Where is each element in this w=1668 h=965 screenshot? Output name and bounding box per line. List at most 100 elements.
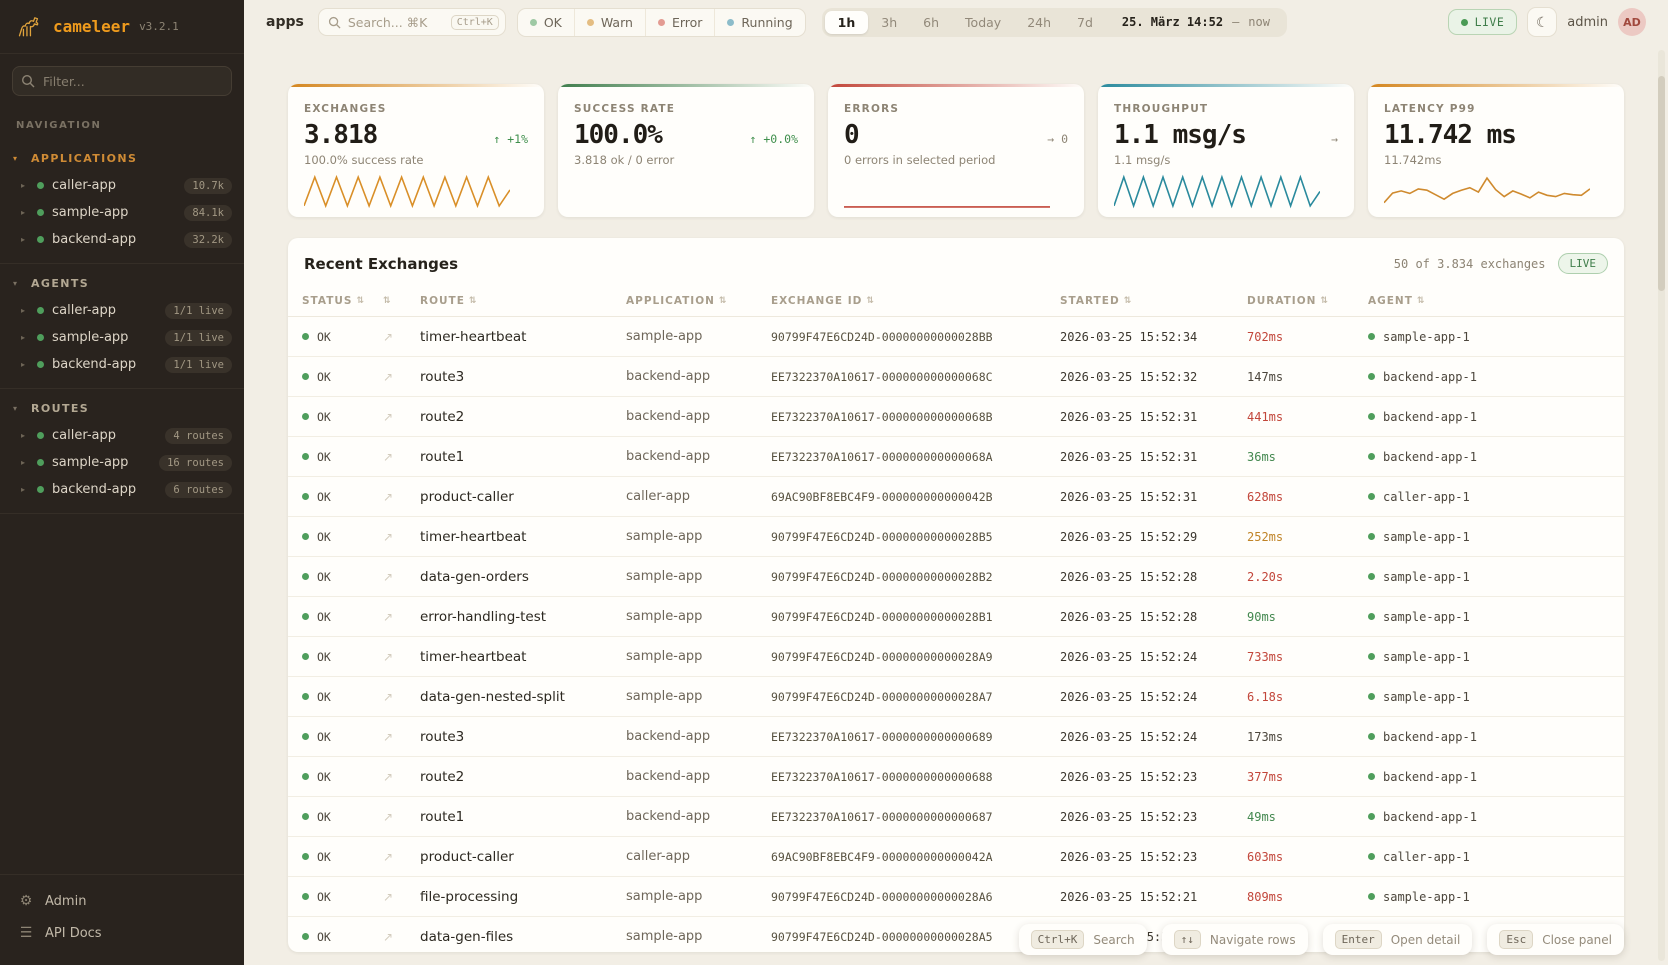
column-header-duration[interactable]: DURATION ⇅ [1247, 295, 1368, 307]
table-row[interactable]: OK ↗ route2 backend-app EE7322370A10617-0000… [288, 397, 1624, 437]
sidebar-item-badge: 1/1 live [165, 356, 232, 373]
section-header-routes[interactable]: ▾ ROUTES [0, 395, 244, 422]
open-trace-icon[interactable]: ↗ [383, 369, 394, 384]
column-header-exchange-id[interactable]: EXCHANGE ID ⇅ [771, 295, 1060, 307]
open-trace-icon[interactable]: ↗ [383, 449, 394, 464]
time-range-7d[interactable]: 7d [1077, 14, 1093, 30]
duration-cell: 36ms [1247, 449, 1276, 464]
route-cell: error-handling-test [420, 608, 547, 625]
table-row[interactable]: OK ↗ timer-heartbeat sample-app 90799F47E6CD… [288, 317, 1624, 357]
open-trace-icon[interactable]: ↗ [383, 929, 394, 944]
application-cell: sample-app [626, 609, 703, 624]
table-row[interactable]: OK ↗ timer-heartbeat sample-app 90799F47E6CD… [288, 517, 1624, 557]
application-cell: backend-app [626, 729, 711, 744]
open-trace-icon[interactable]: ↗ [383, 529, 394, 544]
table-row[interactable]: OK ↗ data-gen-orders sample-app 90799F47E6CD… [288, 557, 1624, 597]
open-trace-icon[interactable]: ↗ [383, 889, 394, 904]
status-cell: OK [302, 690, 383, 704]
status-cell: OK [302, 410, 383, 424]
scrollbar-thumb[interactable] [1658, 76, 1665, 291]
table-row[interactable]: OK ↗ error-handling-test sample-app 90799F47… [288, 597, 1624, 637]
kpi-accent-bar [558, 84, 814, 87]
sidebar-item-routes-sample-app[interactable]: ▸ sample-app 16 routes [0, 449, 244, 476]
table-row[interactable]: OK ↗ file-processing sample-app 90799F47E6CD… [288, 877, 1624, 917]
table-row[interactable]: OK ↗ route2 backend-app EE7322370A10617-0000… [288, 757, 1624, 797]
time-range-1h[interactable]: 1h [824, 10, 869, 34]
section-header-agents[interactable]: ▾ AGENTS [0, 270, 244, 297]
sidebar-item-agents-sample-app[interactable]: ▸ sample-app 1/1 live [0, 324, 244, 351]
avatar[interactable]: AD [1618, 8, 1646, 36]
sidebar-filter-input[interactable] [12, 66, 232, 96]
status-dot-icon [37, 307, 44, 314]
kpi-subtitle: 11.742ms [1384, 153, 1442, 167]
open-trace-icon[interactable]: ↗ [383, 609, 394, 624]
open-trace-icon[interactable]: ↗ [383, 649, 394, 664]
topbar: apps Search... ⌘K Ctrl+K OK Warn Error Runn… [244, 0, 1668, 44]
sidebar-item-routes-backend-app[interactable]: ▸ backend-app 6 routes [0, 476, 244, 503]
open-trace-icon[interactable]: ↗ [383, 489, 394, 504]
sidebar-item-applications-backend-app[interactable]: ▸ backend-app 32.2k [0, 226, 244, 253]
exchange-id-cell: 90799F47E6CD24D-00000000000028A9 [771, 649, 993, 664]
footer-item-admin[interactable]: ⚙ Admin [0, 885, 244, 917]
content: EXCHANGES 3.818 ↑ +1% 100.0% success rate SU… [244, 44, 1668, 965]
status-text: OK [317, 849, 331, 864]
open-trace-icon[interactable]: ↗ [383, 689, 394, 704]
column-header-agent[interactable]: AGENT ⇅ [1368, 295, 1624, 307]
route-cell: timer-heartbeat [420, 648, 527, 665]
section-header-applications[interactable]: ▾ APPLICATIONS [0, 145, 244, 172]
kpi-value: 11.742 ms [1384, 120, 1517, 150]
status-filter-warn[interactable]: Warn [575, 8, 646, 36]
open-trace-icon[interactable]: ↗ [383, 769, 394, 784]
status-dot-icon [727, 18, 735, 26]
global-search-input[interactable]: Search... ⌘K Ctrl+K [317, 8, 506, 36]
column-header-application[interactable]: APPLICATION ⇅ [626, 295, 771, 307]
column-header-route[interactable]: ROUTE ⇅ [420, 295, 626, 307]
status-cell: OK [302, 730, 383, 744]
table-row[interactable]: OK ↗ timer-heartbeat sample-app 90799F47E6CD… [288, 637, 1624, 677]
table-row[interactable]: OK ↗ product-caller caller-app 69AC90BF8EBC4… [288, 837, 1624, 877]
sidebar-item-applications-caller-app[interactable]: ▸ caller-app 10.7k [0, 172, 244, 199]
sidebar-item-applications-sample-app[interactable]: ▸ sample-app 84.1k [0, 199, 244, 226]
sidebar-item-agents-caller-app[interactable]: ▸ caller-app 1/1 live [0, 297, 244, 324]
table-row[interactable]: OK ↗ route3 backend-app EE7322370A10617-0000… [288, 717, 1624, 757]
open-trace-icon[interactable]: ↗ [383, 329, 394, 344]
status-cell: OK [302, 330, 383, 344]
sidebar-item-agents-backend-app[interactable]: ▸ backend-app 1/1 live [0, 351, 244, 378]
scrollbar[interactable] [1658, 50, 1665, 961]
kpi-value-row: 1.1 msg/s → [1114, 120, 1338, 150]
status-filter-error[interactable]: Error [646, 8, 716, 36]
open-trace-icon[interactable]: ↗ [383, 729, 394, 744]
live-toggle-button[interactable]: LIVE [1447, 9, 1518, 35]
open-trace-icon[interactable]: ↗ [383, 849, 394, 864]
sidebar-item-label: backend-app [52, 482, 137, 497]
open-trace-icon[interactable]: ↗ [383, 809, 394, 824]
open-trace-icon[interactable]: ↗ [383, 409, 394, 424]
open-trace-icon[interactable]: ↗ [383, 569, 394, 584]
hint-label: Search [1093, 932, 1135, 947]
exchange-id-cell: EE7322370A10617-0000000000000687 [771, 809, 993, 824]
time-range-6h[interactable]: 6h [923, 14, 940, 30]
agent-cell: backend-app-1 [1368, 410, 1624, 424]
footer-item-api-docs[interactable]: ☰ API Docs [0, 917, 244, 949]
column-header-link[interactable]: ⇅ [383, 296, 420, 306]
table-row[interactable]: OK ↗ product-caller caller-app 69AC90BF8EBC4… [288, 477, 1624, 517]
sidebar-item-routes-caller-app[interactable]: ▸ caller-app 4 routes [0, 422, 244, 449]
table-row[interactable]: OK ↗ route3 backend-app EE7322370A10617-0000… [288, 357, 1624, 397]
status-filter-ok[interactable]: OK [518, 8, 575, 36]
column-header-status[interactable]: STATUS ⇅ [302, 295, 383, 307]
table-row[interactable]: OK ↗ route1 backend-app EE7322370A10617-0000… [288, 797, 1624, 837]
keyboard-hints: Ctrl+K Search ↑↓ Navigate rows Enter Open det… [1018, 924, 1624, 955]
time-range-3h[interactable]: 3h [881, 14, 898, 30]
sidebar-item-label: sample-app [52, 330, 129, 345]
agent-name: sample-app-1 [1383, 569, 1470, 584]
column-header-started[interactable]: STARTED ⇅ [1060, 295, 1247, 307]
time-range-24h[interactable]: 24h [1027, 14, 1052, 30]
table-row[interactable]: OK ↗ route1 backend-app EE7322370A10617-0000… [288, 437, 1624, 477]
table-row[interactable]: OK ↗ data-gen-nested-split sample-app 90799F… [288, 677, 1624, 717]
time-range-today[interactable]: Today [965, 14, 1002, 30]
status-filter-running[interactable]: Running [715, 9, 804, 36]
theme-toggle-button[interactable]: ☾ [1527, 7, 1558, 37]
chevron-down-icon: ▾ [13, 404, 18, 413]
brand-name: cameleer [53, 17, 131, 36]
column-label: ROUTE [420, 294, 465, 307]
